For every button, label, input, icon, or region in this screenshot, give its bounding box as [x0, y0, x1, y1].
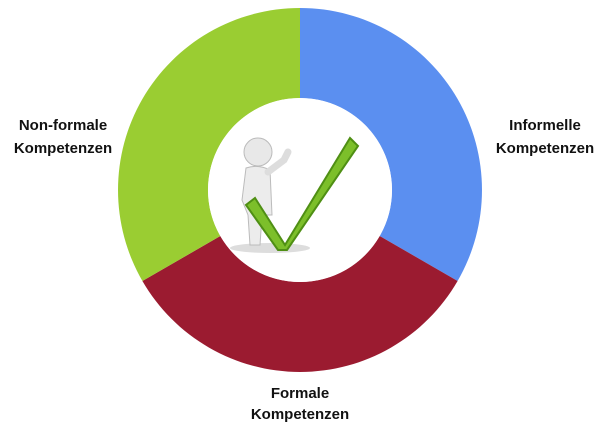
- segment-non-formale: [118, 8, 301, 281]
- figure-icon: [230, 136, 360, 253]
- segment-informelle: [300, 8, 482, 281]
- label-non-formale-line1: Non-formale: [19, 117, 107, 134]
- label-formale-line1: Formale: [271, 385, 329, 402]
- segment-formale: [142, 236, 458, 372]
- label-non-formale-line2: Kompetenzen: [14, 140, 112, 157]
- label-informelle-line2: Kompetenzen: [496, 140, 594, 157]
- label-informelle-line1: Informelle: [509, 117, 581, 134]
- label-formale-line2: Kompetenzen: [251, 406, 349, 423]
- center-circle: [208, 98, 392, 282]
